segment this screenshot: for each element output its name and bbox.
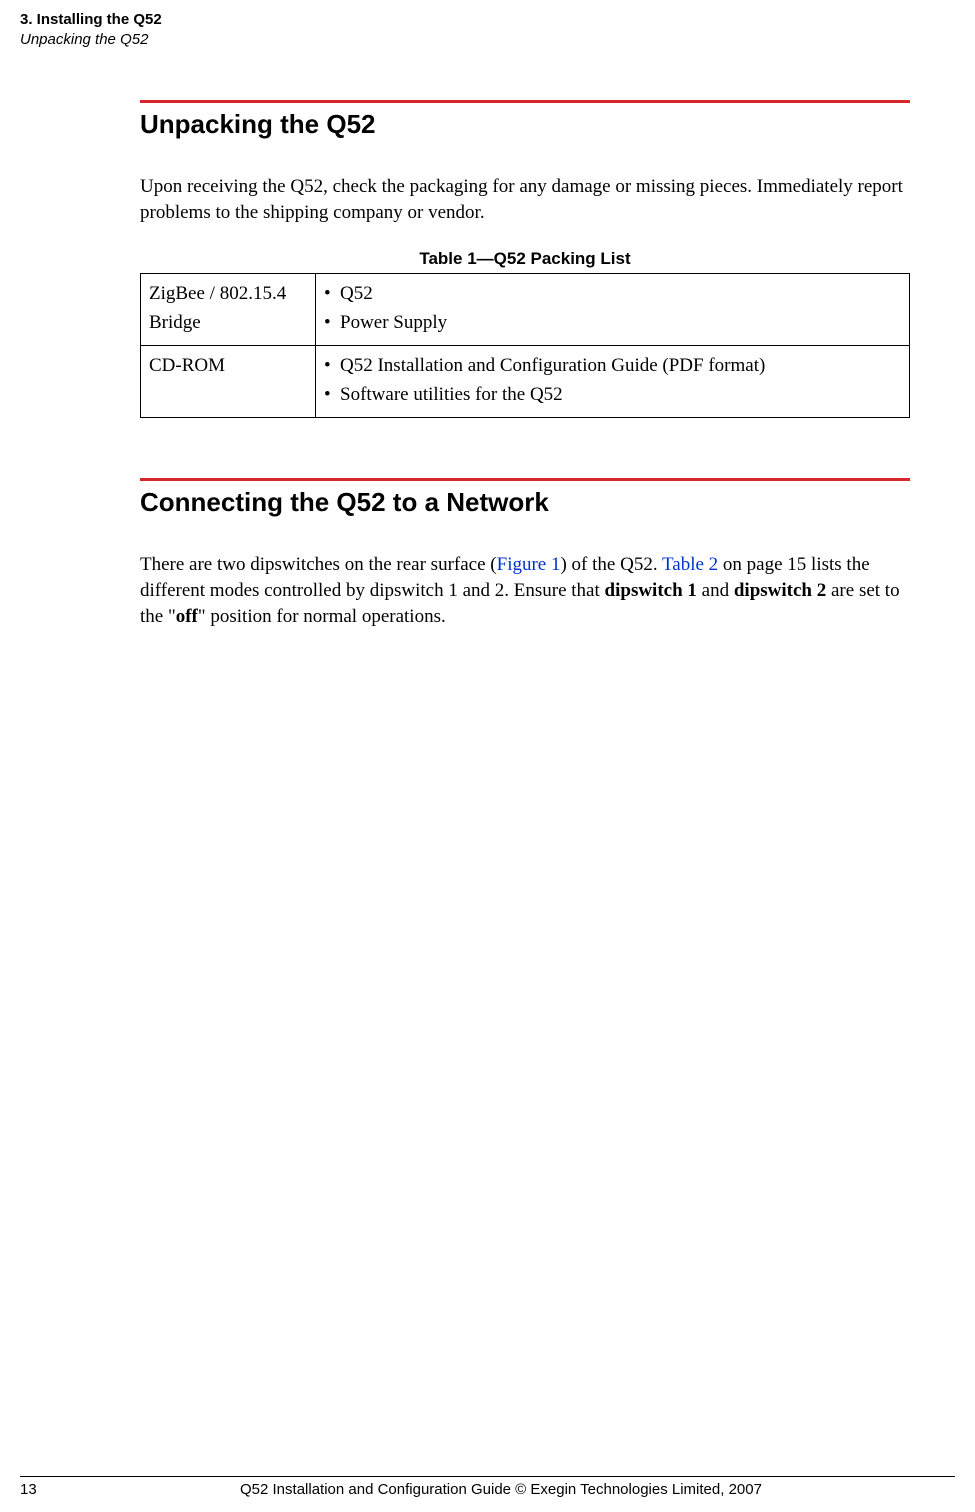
list-item: •Q52 Installation and Configuration Guid… [324,352,901,381]
page-content: Unpacking the Q52 Upon receiving the Q52… [140,100,910,653]
list-item: •Software utilities for the Q52 [324,381,901,410]
figure-link[interactable]: Figure 1 [497,554,561,575]
table-cell-items: •Q52 •Power Supply [316,274,910,346]
bold-text: dipswitch 1 [605,580,697,601]
table-cell-items: •Q52 Installation and Configuration Guid… [316,346,910,418]
section-rule [140,100,910,103]
list-item: •Q52 [324,280,901,309]
table-link[interactable]: Table 2 [662,554,718,575]
table-row: CD-ROM •Q52 Installation and Configurati… [141,346,910,418]
packing-list-table: ZigBee / 802.15.4 Bridge •Q52 •Power Sup… [140,273,910,418]
table-caption: Table 1—Q52 Packing List [140,249,910,269]
footer-text: Q52 Installation and Configuration Guide… [240,1481,955,1498]
list-item: •Power Supply [324,309,901,338]
header-section: Unpacking the Q52 [20,30,162,50]
table-row: ZigBee / 802.15.4 Bridge •Q52 •Power Sup… [141,274,910,346]
section-title-connecting: Connecting the Q52 to a Network [140,487,910,518]
page-footer: 13 Q52 Installation and Configuration Gu… [20,1476,955,1498]
page-header: 3. Installing the Q52 Unpacking the Q52 [20,10,162,49]
table-cell-label: ZigBee / 802.15.4 Bridge [141,274,316,346]
unpacking-paragraph: Upon receiving the Q52, check the packag… [140,174,910,225]
bold-text: off [176,606,198,627]
bold-text: dipswitch 2 [734,580,826,601]
section-title-unpacking: Unpacking the Q52 [140,109,910,140]
section-rule [140,478,910,481]
connecting-paragraph: There are two dipswitches on the rear su… [140,552,910,629]
header-chapter: 3. Installing the Q52 [20,10,162,30]
page-number: 13 [20,1481,240,1498]
table-cell-label: CD-ROM [141,346,316,418]
